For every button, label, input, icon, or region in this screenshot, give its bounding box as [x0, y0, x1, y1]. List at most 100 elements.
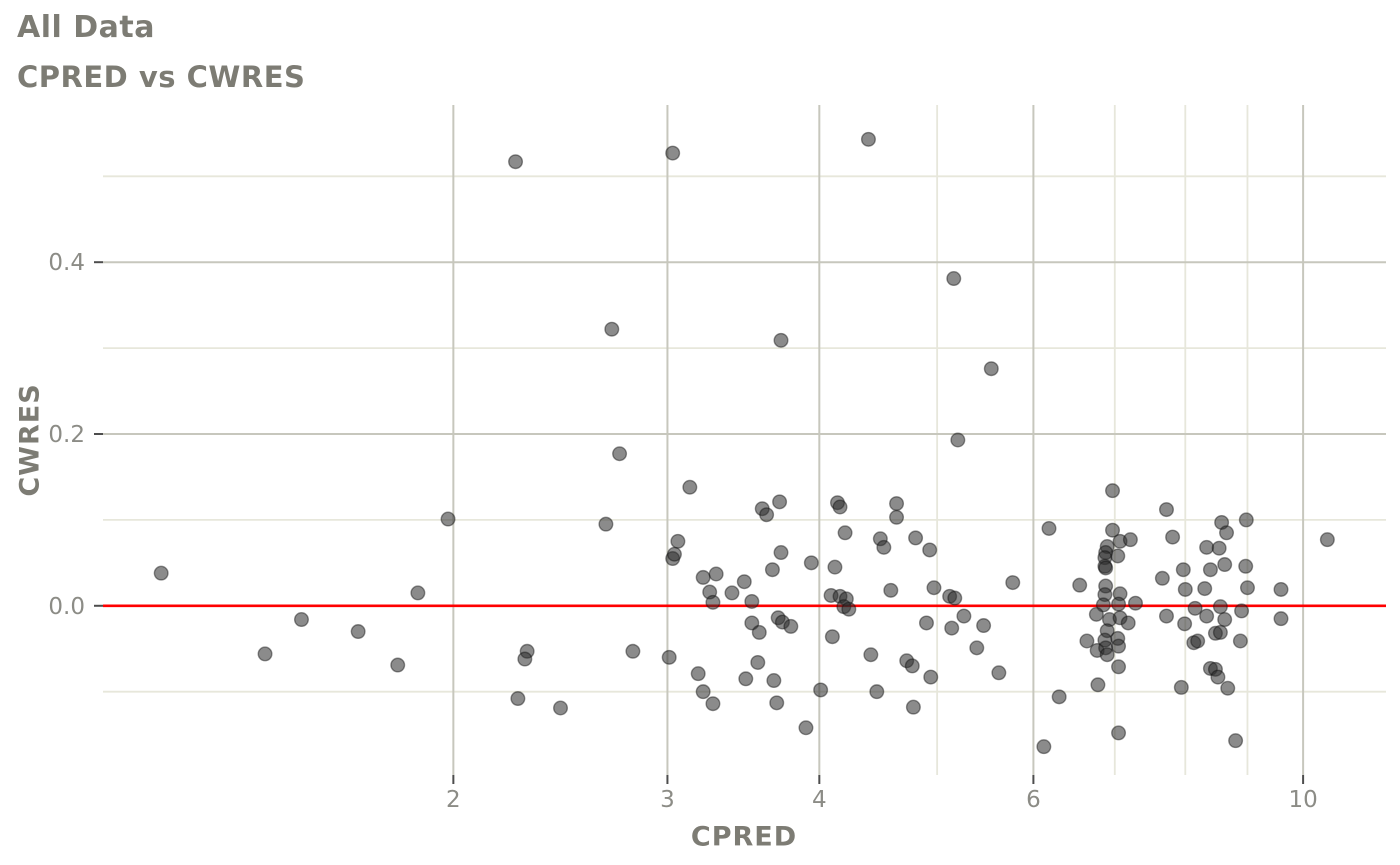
- data-point: [759, 507, 775, 523]
- x-tick-label: 6: [1026, 787, 1041, 813]
- data-point: [1234, 603, 1250, 619]
- data-point: [1079, 633, 1095, 649]
- data-point: [153, 565, 169, 581]
- data-point: [1211, 540, 1227, 556]
- data-point: [1090, 677, 1106, 693]
- data-point: [390, 657, 406, 673]
- data-point: [625, 643, 641, 659]
- data-point: [1158, 608, 1174, 624]
- data-point: [744, 593, 760, 609]
- data-point: [918, 615, 934, 631]
- data-point: [983, 361, 999, 377]
- data-point: [832, 499, 848, 515]
- x-tick-label: 3: [660, 787, 675, 813]
- data-point: [705, 696, 721, 712]
- data-point: [837, 525, 853, 541]
- data-point: [1197, 581, 1213, 597]
- data-point: [923, 669, 939, 685]
- data-point: [1177, 581, 1193, 597]
- data-point: [690, 666, 706, 682]
- x-axis-title: CPRED: [690, 821, 798, 853]
- data-point: [841, 601, 857, 617]
- data-point: [904, 658, 920, 674]
- data-point: [1217, 612, 1233, 628]
- data-point: [889, 509, 905, 525]
- data-point: [695, 684, 711, 700]
- data-point: [926, 580, 942, 596]
- data-point: [682, 479, 698, 495]
- data-point: [946, 271, 962, 287]
- data-point: [947, 590, 963, 606]
- data-point: [889, 496, 905, 512]
- data-point: [1238, 512, 1254, 528]
- data-point: [1173, 679, 1189, 695]
- data-point: [1210, 669, 1226, 685]
- data-point: [922, 542, 938, 558]
- data-point: [950, 432, 966, 448]
- plot-subtitle: CPRED vs CWRES: [17, 60, 306, 94]
- data-point: [1051, 689, 1067, 705]
- data-point: [1041, 520, 1057, 536]
- data-point: [798, 720, 814, 736]
- data-point: [824, 629, 840, 645]
- data-point: [1036, 739, 1052, 755]
- data-point: [736, 574, 752, 590]
- data-point: [604, 321, 620, 337]
- data-point: [724, 585, 740, 601]
- data-point: [1127, 595, 1143, 611]
- y-tick-label: 0.2: [48, 422, 85, 448]
- data-point: [751, 624, 767, 640]
- data-point: [1228, 733, 1244, 749]
- data-point: [1105, 522, 1121, 538]
- data-point: [863, 647, 879, 663]
- data-point: [508, 154, 524, 170]
- data-point: [1088, 606, 1104, 622]
- data-point: [1238, 558, 1254, 574]
- data-point: [1239, 580, 1255, 596]
- data-point: [1187, 600, 1203, 616]
- data-point: [1319, 532, 1335, 548]
- data-point: [869, 684, 885, 700]
- data-point: [553, 700, 569, 716]
- data-point: [969, 640, 985, 656]
- data-point: [705, 594, 721, 610]
- data-point: [773, 545, 789, 561]
- data-point: [440, 511, 456, 527]
- data-point: [1005, 575, 1021, 591]
- data-point: [764, 562, 780, 578]
- data-point: [772, 494, 788, 510]
- data-point: [350, 624, 366, 640]
- data-point: [293, 612, 309, 628]
- y-tick-label: 0.0: [48, 594, 85, 620]
- data-point: [1154, 570, 1170, 586]
- y-tick-label: 0.4: [48, 250, 85, 276]
- data-point: [783, 618, 799, 634]
- data-point: [1199, 539, 1215, 555]
- data-point: [750, 654, 766, 670]
- data-point: [813, 682, 829, 698]
- data-point: [1072, 577, 1088, 593]
- data-point: [773, 332, 789, 348]
- data-point: [665, 145, 681, 161]
- data-point: [1111, 725, 1127, 741]
- data-point: [410, 585, 426, 601]
- x-tick-label: 4: [812, 787, 827, 813]
- data-point: [883, 582, 899, 598]
- data-point: [1212, 599, 1228, 615]
- data-point: [991, 665, 1007, 681]
- data-point: [517, 651, 533, 667]
- data-point: [956, 608, 972, 624]
- data-point: [1202, 562, 1218, 578]
- data-point: [612, 446, 628, 462]
- data-point: [1232, 633, 1248, 649]
- data-point: [1190, 633, 1206, 649]
- data-point: [1273, 611, 1289, 627]
- data-point: [1099, 647, 1115, 663]
- data-point: [976, 618, 992, 634]
- data-point: [944, 620, 960, 636]
- data-point: [1165, 529, 1181, 545]
- data-point: [1212, 624, 1228, 640]
- data-point: [1111, 638, 1127, 654]
